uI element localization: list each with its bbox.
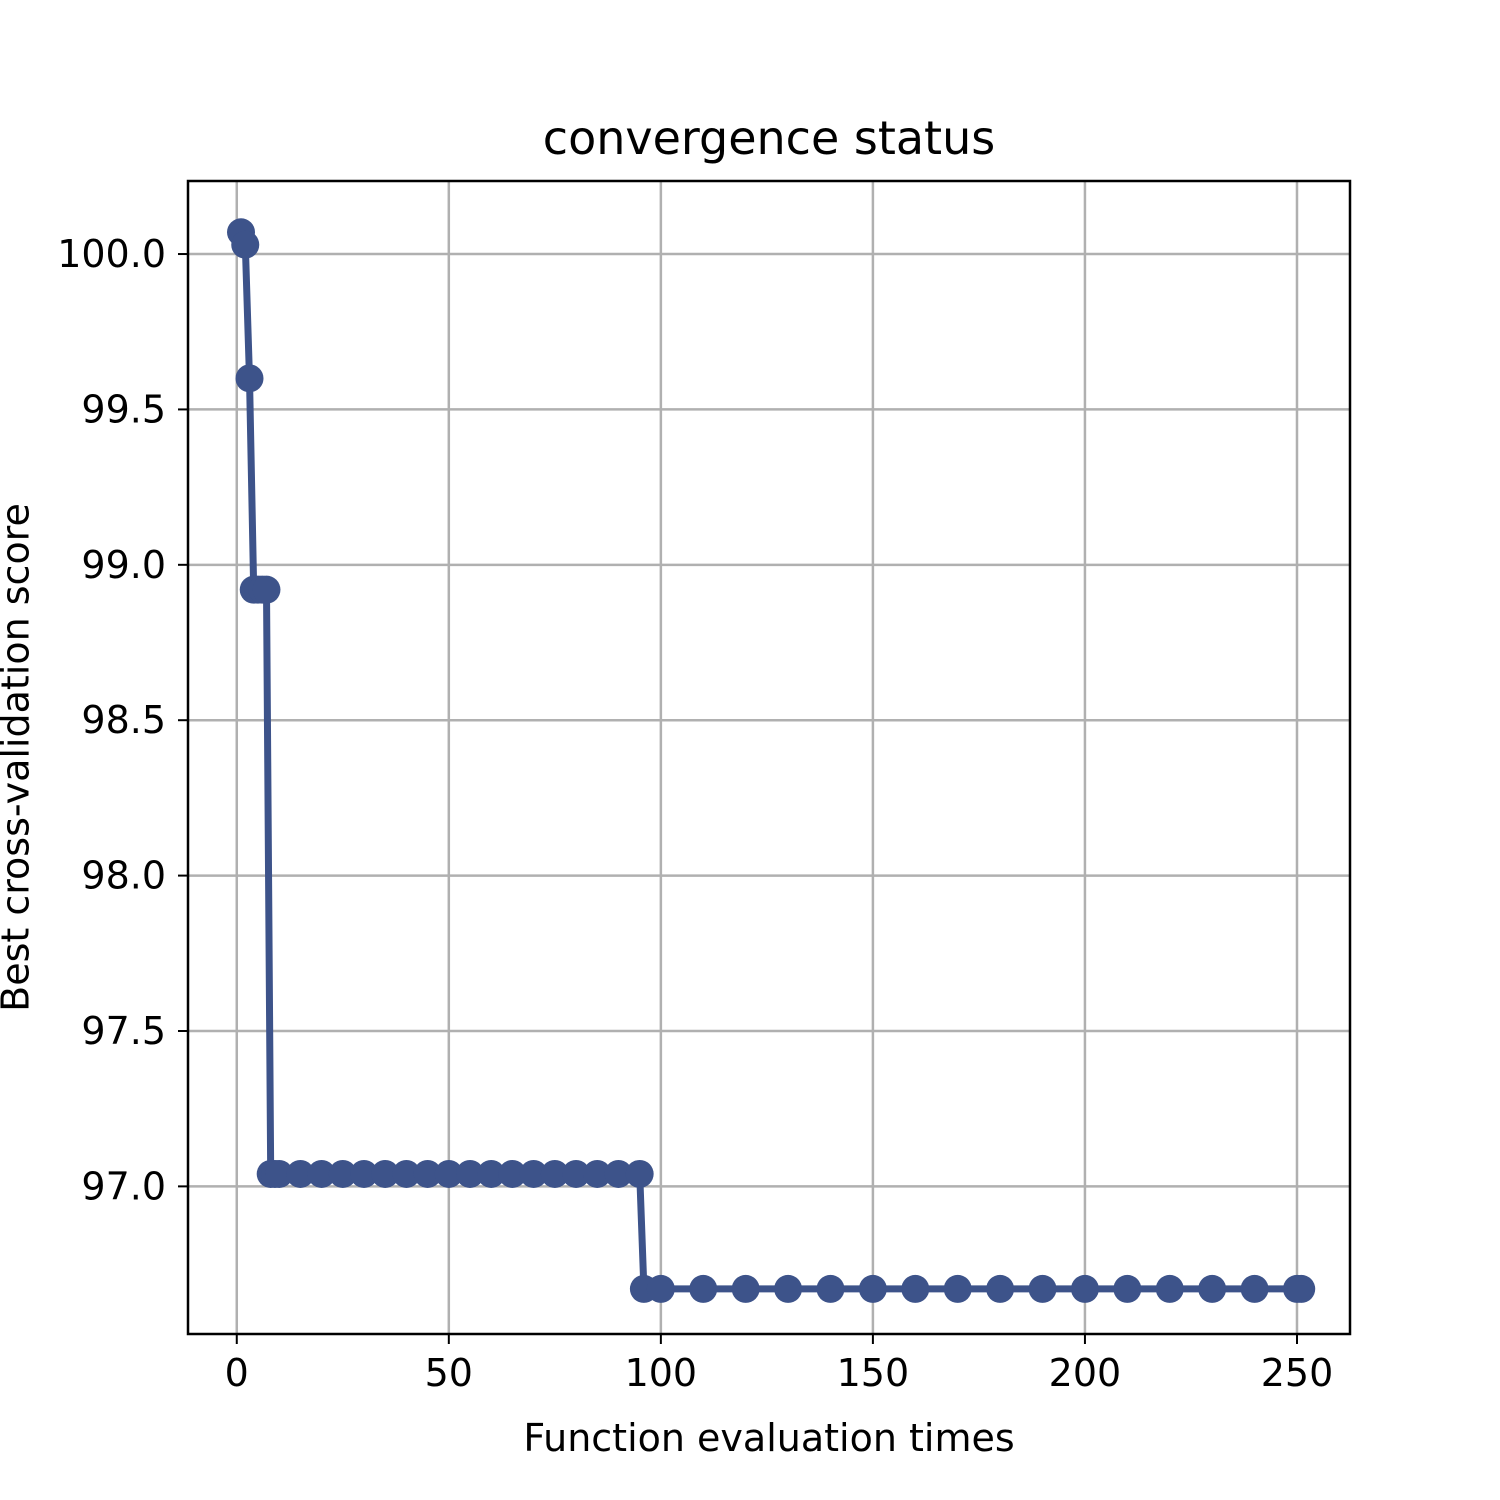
x-axis-title: Function evaluation times	[523, 1416, 1014, 1460]
data-point	[307, 1159, 336, 1188]
y-tick-label: 97.5	[81, 1009, 166, 1053]
data-point	[265, 1159, 294, 1188]
data-point	[901, 1274, 930, 1303]
y-tick-label: 99.5	[81, 387, 166, 431]
data-point	[434, 1159, 463, 1188]
x-tick-label: 100	[625, 1351, 698, 1395]
data-point	[371, 1159, 400, 1188]
y-tick-label: 100.0	[57, 232, 166, 276]
data-point	[231, 230, 260, 259]
y-tick-label: 97.0	[81, 1164, 166, 1208]
data-point	[1028, 1274, 1057, 1303]
chart-title: convergence status	[543, 111, 995, 165]
data-point	[943, 1274, 972, 1303]
data-point	[1198, 1274, 1227, 1303]
axis-ticks: 0 50 100 150 200 250 97.0 97.5 98.0 98.5 99.0 99.5 1…	[57, 232, 1333, 1395]
data-point	[1070, 1274, 1099, 1303]
data-point	[774, 1274, 803, 1303]
x-tick-label: 50	[425, 1351, 473, 1395]
data-point	[1240, 1274, 1269, 1303]
plot-frame	[186, 179, 1352, 1336]
data-point	[286, 1159, 315, 1188]
x-tick-label: 250	[1261, 1351, 1334, 1395]
data-point	[392, 1159, 421, 1188]
data-point	[562, 1159, 591, 1188]
gridlines	[188, 181, 1350, 1334]
data-point	[731, 1274, 760, 1303]
data-point	[477, 1159, 506, 1188]
data-point	[1287, 1274, 1316, 1303]
data-point	[583, 1159, 612, 1188]
y-axis-title: Best cross-validation score	[0, 503, 38, 1012]
data-point	[646, 1274, 675, 1303]
data-point	[1113, 1274, 1142, 1303]
data-point	[519, 1159, 548, 1188]
data-point	[498, 1159, 527, 1188]
data-point	[604, 1159, 633, 1188]
data-point	[625, 1159, 654, 1188]
y-tick-label: 98.0	[81, 854, 166, 898]
data-point	[456, 1159, 485, 1188]
data-point	[252, 575, 281, 604]
y-tick-label: 98.5	[81, 698, 166, 742]
data-series	[227, 218, 1316, 1303]
data-point	[816, 1274, 845, 1303]
data-point	[413, 1159, 442, 1188]
data-point	[540, 1159, 569, 1188]
data-point	[689, 1274, 718, 1303]
x-tick-label: 0	[225, 1351, 249, 1395]
data-point	[1155, 1274, 1184, 1303]
data-point	[349, 1159, 378, 1188]
x-tick-label: 150	[837, 1351, 910, 1395]
data-point	[328, 1159, 357, 1188]
data-point	[858, 1274, 887, 1303]
y-tick-label: 99.0	[81, 543, 166, 587]
data-point	[235, 364, 264, 393]
data-point	[986, 1274, 1015, 1303]
x-tick-label: 200	[1049, 1351, 1122, 1395]
